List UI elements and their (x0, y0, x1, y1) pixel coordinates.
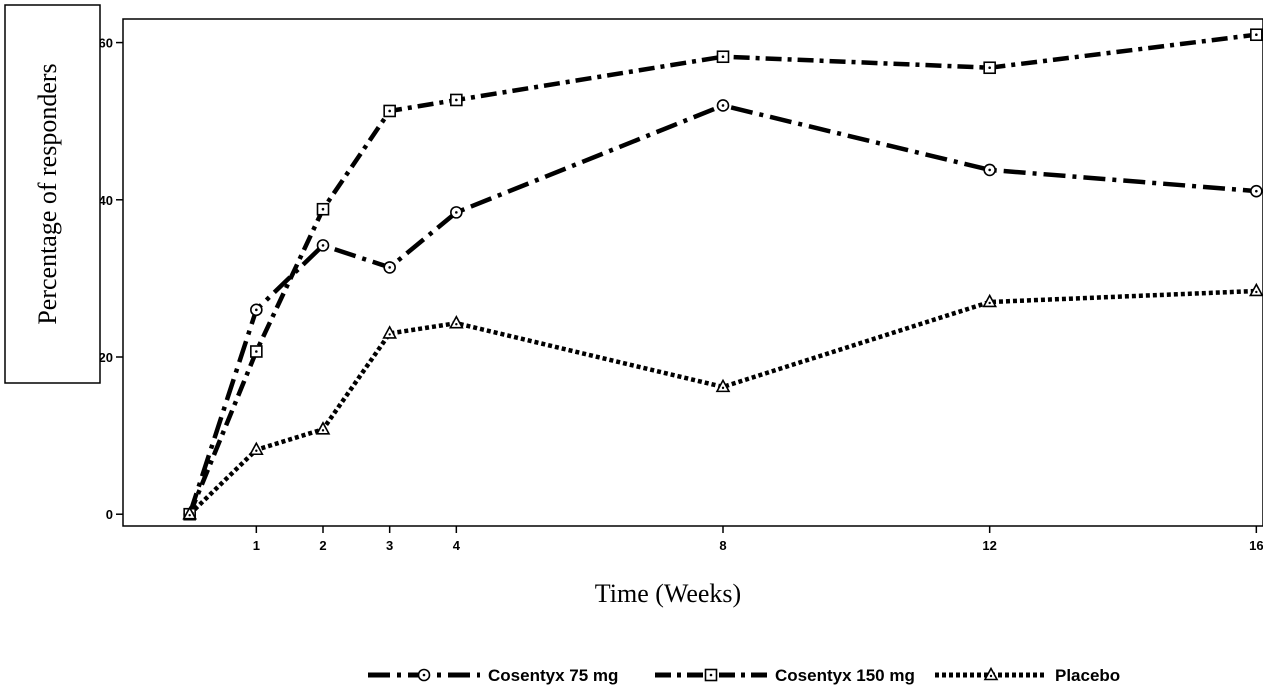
marker-dot (988, 168, 991, 172)
triangle-marker (983, 666, 999, 681)
marker-dot (388, 109, 391, 113)
marker-dot (422, 673, 426, 677)
triangle-marker (248, 441, 264, 456)
y-tick-label: 40 (99, 193, 113, 208)
y-axis-title-box (4, 4, 101, 384)
y-axis-title: Percentage of responders (33, 63, 62, 324)
y-tick-label: 60 (99, 36, 113, 51)
marker-dot (721, 104, 725, 107)
marker-dot (455, 323, 458, 326)
marker-dot (721, 386, 725, 390)
marker-dot (988, 301, 991, 305)
marker-dot (321, 429, 325, 432)
marker-dot (255, 350, 258, 353)
marker-dot (1255, 189, 1258, 193)
x-tick-label: 2 (319, 538, 326, 553)
x-tick-label: 16 (1249, 538, 1263, 553)
legend-label: Placebo (1055, 666, 1120, 685)
legend: Cosentyx 75 mg Cosentyx 150 mg Placebo (368, 666, 1120, 685)
x-tick-label: 1 (253, 538, 260, 553)
y-tick-label: 20 (99, 350, 113, 365)
marker-dot (321, 244, 325, 247)
x-tick-label: 8 (719, 538, 726, 553)
triangle-marker (182, 506, 198, 520)
legend-item: Cosentyx 150 mg (655, 666, 915, 685)
marker-dot (321, 207, 325, 211)
triangle-marker (715, 378, 731, 393)
triangle-marker (315, 421, 331, 435)
triangle-marker (382, 325, 398, 339)
x-axis-title: Time (Weeks) (595, 579, 741, 608)
y-tick-label: 0 (106, 507, 113, 522)
x-tick-label: 4 (453, 538, 461, 553)
marker-dot (388, 333, 391, 336)
marker-dot (721, 55, 725, 59)
legend-label: Cosentyx 150 mg (775, 666, 915, 685)
series-layer (182, 28, 1263, 521)
series-line (187, 103, 1257, 515)
marker-dot (1255, 290, 1258, 294)
marker-dot (255, 308, 258, 312)
x-tick-label: 3 (386, 538, 393, 553)
marker-dot (255, 449, 258, 452)
marker-dot (989, 674, 993, 678)
marker-dot (1255, 33, 1258, 37)
triangle-marker (1248, 282, 1263, 297)
triangle-marker (448, 315, 464, 329)
legend-item: Placebo (935, 666, 1120, 685)
x-tick-label: 12 (982, 538, 996, 553)
marker-dot (455, 211, 458, 214)
marker-dot (988, 66, 991, 70)
series-3 (182, 282, 1263, 520)
marker-dot (455, 98, 458, 102)
marker-dot (709, 673, 713, 677)
legend-label: Cosentyx 75 mg (488, 666, 618, 685)
series-line (187, 32, 1257, 516)
marker-dot (388, 266, 391, 269)
triangle-marker (982, 293, 998, 308)
series-2 (183, 28, 1263, 521)
series-line (188, 288, 1257, 516)
marker-dot (188, 514, 191, 517)
plot-frame (122, 18, 1263, 527)
series-1 (183, 99, 1263, 521)
legend-item: Cosentyx 75 mg (368, 666, 618, 685)
